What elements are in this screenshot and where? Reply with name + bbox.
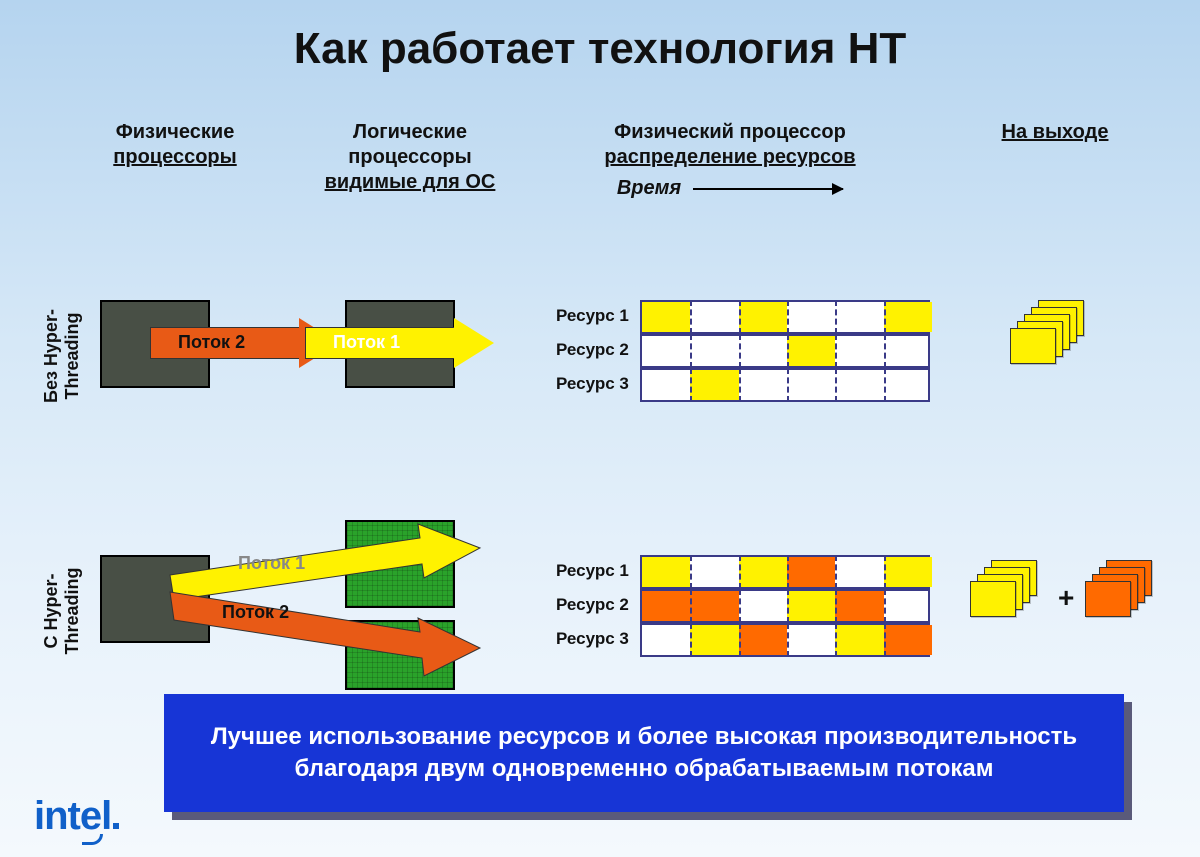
- grid-divider: [739, 334, 741, 368]
- grid-divider: [690, 300, 692, 334]
- resource-cell: [835, 625, 883, 655]
- col-physical-l2: процессоры: [80, 145, 270, 170]
- thread1-label-ht: Поток 1: [238, 553, 305, 574]
- grid-divider: [690, 589, 692, 623]
- intel-logo: intel: [34, 794, 119, 839]
- time-label: Время: [617, 176, 681, 201]
- output-stack-ht-orange: [1085, 560, 1165, 625]
- thread2-label-ht: Поток 2: [222, 602, 289, 623]
- thread1-label-no-ht: Поток 1: [333, 332, 400, 353]
- resource-cell: [642, 302, 690, 332]
- resource-cell: [787, 336, 835, 366]
- col-output-l1: На выходе: [970, 120, 1140, 145]
- conclusion-banner: Лучшее использование ресурсов и более вы…: [164, 694, 1124, 812]
- resource-row: [640, 368, 930, 402]
- grid-divider: [835, 589, 837, 623]
- resource-cell: [642, 557, 690, 587]
- col-logical-l1: Логические: [300, 120, 520, 145]
- grid-divider: [787, 300, 789, 334]
- resource-row: [640, 300, 930, 334]
- output-stack-ht-yellow: [970, 560, 1050, 625]
- grid-divider: [884, 368, 886, 402]
- resource-cell: [739, 302, 787, 332]
- col-physical: Физические процессоры: [80, 120, 270, 170]
- resource-cell: [884, 302, 932, 332]
- resource-cell: [884, 625, 932, 655]
- output-stack-no-ht: [1010, 300, 1100, 370]
- grid-divider: [739, 368, 741, 402]
- grid-divider: [787, 334, 789, 368]
- col-logical-l3: видимые для ОС: [300, 170, 520, 195]
- grid-divider: [787, 368, 789, 402]
- resource-row: [640, 623, 930, 657]
- grid-divider: [787, 555, 789, 589]
- resource-row: [640, 555, 930, 589]
- res2-label-ht: Ресурс 2: [556, 595, 629, 615]
- resource-cell: [739, 625, 787, 655]
- res1-label-no-ht: Ресурс 1: [556, 306, 629, 326]
- grid-divider: [690, 368, 692, 402]
- time-arrow-icon: [693, 188, 843, 190]
- res1-label-ht: Ресурс 1: [556, 561, 629, 581]
- grid-divider: [884, 300, 886, 334]
- res2-label-no-ht: Ресурс 2: [556, 340, 629, 360]
- resource-cell: [884, 557, 932, 587]
- grid-divider: [787, 589, 789, 623]
- col-physical-l1: Физические: [80, 120, 270, 145]
- col-output: На выходе: [970, 120, 1140, 145]
- grid-divider: [835, 334, 837, 368]
- col-dist-l1: Физический процессор: [560, 120, 900, 145]
- intel-logo-e: e: [80, 794, 101, 839]
- grid-divider: [835, 300, 837, 334]
- col-dist: Физический процессор распределение ресур…: [560, 120, 900, 201]
- resource-cell: [739, 557, 787, 587]
- grid-divider: [884, 334, 886, 368]
- resource-cell: [690, 591, 738, 621]
- grid-divider: [690, 555, 692, 589]
- grid-divider: [739, 555, 741, 589]
- resource-cell: [642, 591, 690, 621]
- resource-cell: [690, 370, 738, 400]
- intel-logo-dot: [113, 823, 119, 829]
- resource-cell: [787, 557, 835, 587]
- grid-divider: [884, 555, 886, 589]
- grid-divider: [884, 589, 886, 623]
- slide-title: Как работает технология HT: [0, 0, 1200, 74]
- resource-row: [640, 589, 930, 623]
- row-label-without: Без Hyper-Threading: [41, 296, 83, 416]
- grid-divider: [739, 589, 741, 623]
- resource-row: [640, 334, 930, 368]
- plus-icon: +: [1058, 582, 1074, 614]
- col-logical-l2: процессоры: [300, 145, 520, 170]
- col-logical: Логические процессоры видимые для ОС: [300, 120, 520, 195]
- grid-divider: [835, 368, 837, 402]
- grid-divider: [739, 623, 741, 657]
- grid-divider: [884, 623, 886, 657]
- res3-label-no-ht: Ресурс 3: [556, 374, 629, 394]
- grid-divider: [690, 623, 692, 657]
- res3-label-ht: Ресурс 3: [556, 629, 629, 649]
- row-label-with: С Hyper-Threading: [41, 551, 83, 671]
- arrow-thread2-ht: [160, 580, 500, 680]
- resource-cell: [690, 625, 738, 655]
- col-dist-l2: распределение ресурсов: [560, 145, 900, 170]
- grid-divider: [835, 555, 837, 589]
- thread2-label-no-ht: Поток 2: [178, 332, 245, 353]
- intel-logo-text: int: [34, 794, 80, 838]
- grid-divider: [690, 334, 692, 368]
- intel-logo-l: l: [101, 794, 111, 838]
- grid-divider: [739, 300, 741, 334]
- grid-divider: [835, 623, 837, 657]
- grid-divider: [787, 623, 789, 657]
- resource-cell: [787, 591, 835, 621]
- resource-cell: [835, 591, 883, 621]
- arrow-thread1-no-ht: Поток 1: [305, 318, 495, 368]
